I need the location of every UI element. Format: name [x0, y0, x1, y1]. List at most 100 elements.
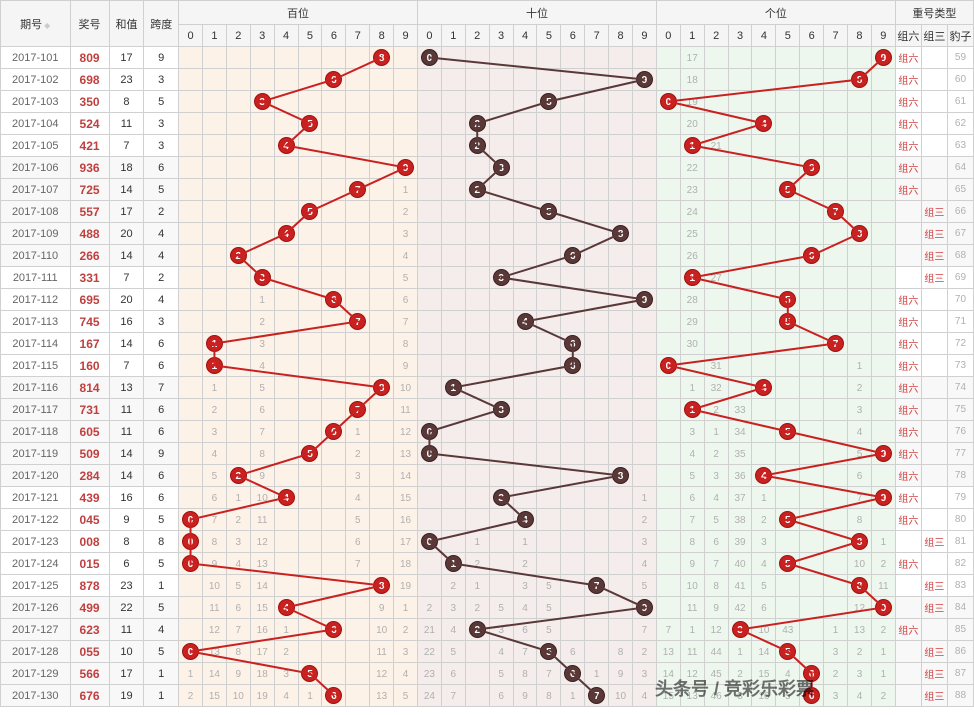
cell-hit: 9 [871, 597, 895, 619]
cell-award: 698 [70, 69, 109, 91]
cell-baozi: 67 [947, 223, 973, 245]
cell-miss: 33 [728, 399, 752, 421]
cell-hit: 6 [322, 685, 346, 707]
ball-icon: 9 [636, 71, 653, 88]
cell-baozi: 70 [947, 289, 973, 311]
cell-miss [537, 223, 561, 245]
cell-miss: 20 [680, 113, 704, 135]
cell-miss [179, 443, 203, 465]
header-award[interactable]: 奖号 [70, 1, 109, 47]
cell-miss [633, 443, 657, 465]
cell-miss: 28 [680, 289, 704, 311]
cell-miss [824, 553, 848, 575]
header-tens: 十位 [418, 1, 657, 25]
table-row: 2017-1033508535019组六61 [1, 91, 974, 113]
ball-icon: 6 [803, 687, 820, 704]
cell-award: 623 [70, 619, 109, 641]
cell-miss: 14 [202, 663, 226, 685]
cell-miss [179, 157, 203, 179]
cell-miss [537, 399, 561, 421]
cell-miss: 1 [394, 179, 418, 201]
cell-hit: 0 [179, 509, 203, 531]
ball-icon: 5 [779, 555, 796, 572]
cell-miss [656, 443, 680, 465]
cell-miss [848, 47, 872, 69]
table-row: 2017-1137451632774295组六71 [1, 311, 974, 333]
cell-miss [871, 267, 895, 289]
cell-hit: 3 [489, 487, 513, 509]
cell-miss [489, 289, 513, 311]
cell-miss [489, 443, 513, 465]
cell-miss [633, 201, 657, 223]
cell-hit: 0 [418, 443, 442, 465]
cell-miss: 5 [537, 597, 561, 619]
cell-miss [418, 355, 442, 377]
cell-miss [704, 157, 728, 179]
cell-miss [633, 465, 657, 487]
cell-miss [370, 289, 394, 311]
cell-miss: 45 [704, 663, 728, 685]
cell-miss [800, 487, 824, 509]
cell-miss [800, 201, 824, 223]
cell-zu6: 组六 [895, 465, 921, 487]
cell-miss [513, 179, 537, 201]
cell-sum: 8 [109, 531, 144, 553]
ball-icon: 7 [827, 203, 844, 220]
cell-miss [226, 69, 250, 91]
cell-miss [585, 91, 609, 113]
cell-miss [346, 663, 370, 685]
cell-miss [465, 69, 489, 91]
cell-miss [561, 443, 585, 465]
ball-icon: 2 [469, 115, 486, 132]
header-digit: 8 [609, 25, 633, 47]
cell-miss [202, 267, 226, 289]
cell-miss [752, 91, 776, 113]
ball-icon: 0 [421, 423, 438, 440]
cell-baozi: 76 [947, 421, 973, 443]
cell-miss: 32 [704, 377, 728, 399]
header-period[interactable]: 期号◆ [1, 1, 71, 47]
cell-baozi: 59 [947, 47, 973, 69]
cell-miss: 15 [202, 685, 226, 707]
cell-miss: 1 [728, 641, 752, 663]
cell-miss [752, 245, 776, 267]
cell-miss [322, 245, 346, 267]
cell-miss [274, 179, 298, 201]
cell-miss [298, 531, 322, 553]
cell-miss [752, 69, 776, 91]
cell-miss [274, 91, 298, 113]
cell-sum: 10 [109, 641, 144, 663]
cell-miss [489, 179, 513, 201]
table-row: 2017-107725145712235组六65 [1, 179, 974, 201]
cell-miss [824, 377, 848, 399]
cell-miss [656, 69, 680, 91]
cell-miss [441, 69, 465, 91]
cell-miss [585, 421, 609, 443]
cell-miss [298, 289, 322, 311]
header-sum[interactable]: 和值 [109, 1, 144, 47]
cell-miss: 5 [537, 619, 561, 641]
cell-miss [585, 333, 609, 355]
cell-miss [752, 333, 776, 355]
table-row: 2017-12762311412716161022142365771123104… [1, 619, 974, 641]
cell-hit: 5 [776, 311, 800, 333]
cell-baozi: 81 [947, 531, 973, 553]
cell-zu6: 组六 [895, 69, 921, 91]
ball-icon: 9 [636, 291, 653, 308]
header-digit: 7 [824, 25, 848, 47]
cell-miss [656, 377, 680, 399]
header-digit: 3 [728, 25, 752, 47]
header-span[interactable]: 跨度 [144, 1, 179, 47]
cell-miss [633, 47, 657, 69]
cell-miss: 6 [489, 685, 513, 707]
cell-miss [489, 355, 513, 377]
cell-miss [609, 333, 633, 355]
cell-miss [800, 179, 824, 201]
cell-miss [370, 399, 394, 421]
cell-miss [824, 399, 848, 421]
ball-icon: 1 [206, 335, 223, 352]
cell-miss [824, 509, 848, 531]
cell-miss [274, 113, 298, 135]
cell-miss: 14 [656, 663, 680, 685]
cell-miss [633, 267, 657, 289]
